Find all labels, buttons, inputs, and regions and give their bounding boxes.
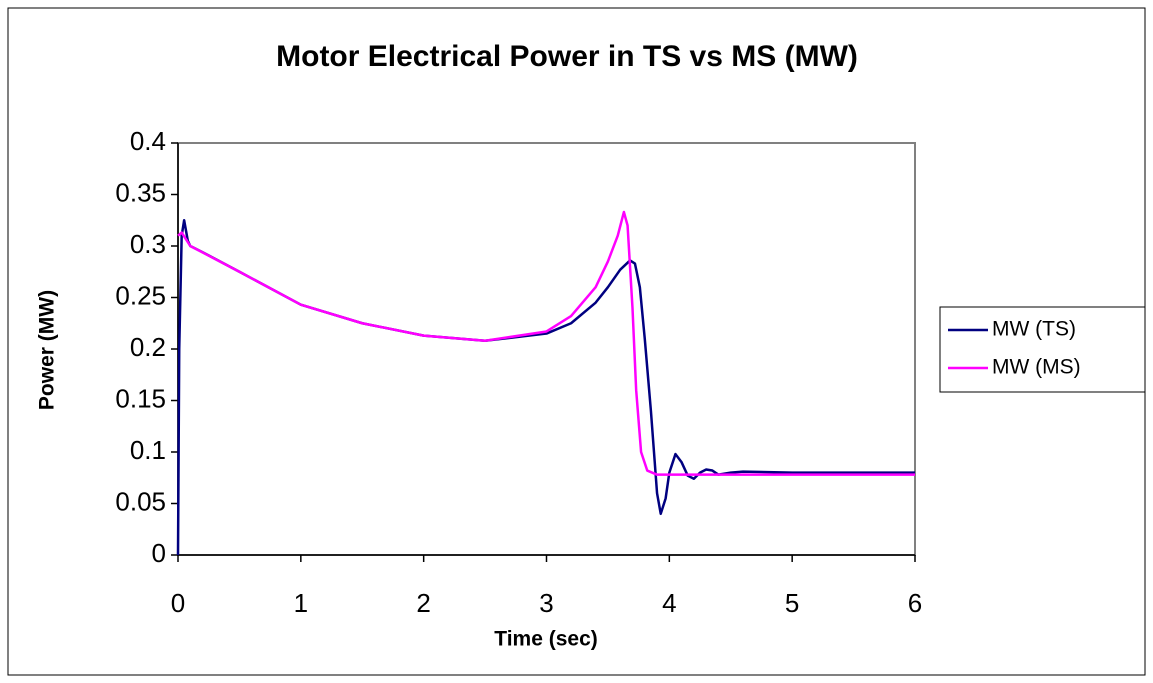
x-axis-label: Time (sec) (494, 628, 598, 651)
x-tick-label: 1 (294, 588, 308, 618)
y-axis-label: Power (MW) (36, 290, 59, 410)
legend-label: MW (TS) (992, 318, 1076, 341)
y-tick-label: 0 (152, 538, 166, 568)
y-tick-label: 0.35 (115, 177, 166, 207)
y-tick-label: 0.3 (130, 229, 166, 259)
x-tick-label: 3 (539, 588, 553, 618)
x-tick-label: 5 (785, 588, 799, 618)
x-tick-label: 0 (171, 588, 185, 618)
plot-area (177, 142, 916, 556)
series-line (177, 210, 915, 476)
legend (939, 306, 1146, 393)
x-tick-label: 2 (416, 588, 430, 618)
y-tick-label: 0.2 (130, 332, 166, 362)
x-tick-label: 4 (662, 588, 676, 618)
y-tick-label: 0.05 (115, 486, 166, 516)
legend-label: MW (MS) (992, 356, 1081, 379)
x-tick-label: 6 (908, 588, 922, 618)
y-tick-label: 0.4 (130, 126, 166, 156)
y-tick-label: 0.15 (115, 383, 166, 413)
y-tick-label: 0.1 (130, 435, 166, 465)
chart-title: Motor Electrical Power in TS vs MS (MW) (276, 40, 858, 73)
y-tick-label: 0.25 (115, 280, 166, 310)
